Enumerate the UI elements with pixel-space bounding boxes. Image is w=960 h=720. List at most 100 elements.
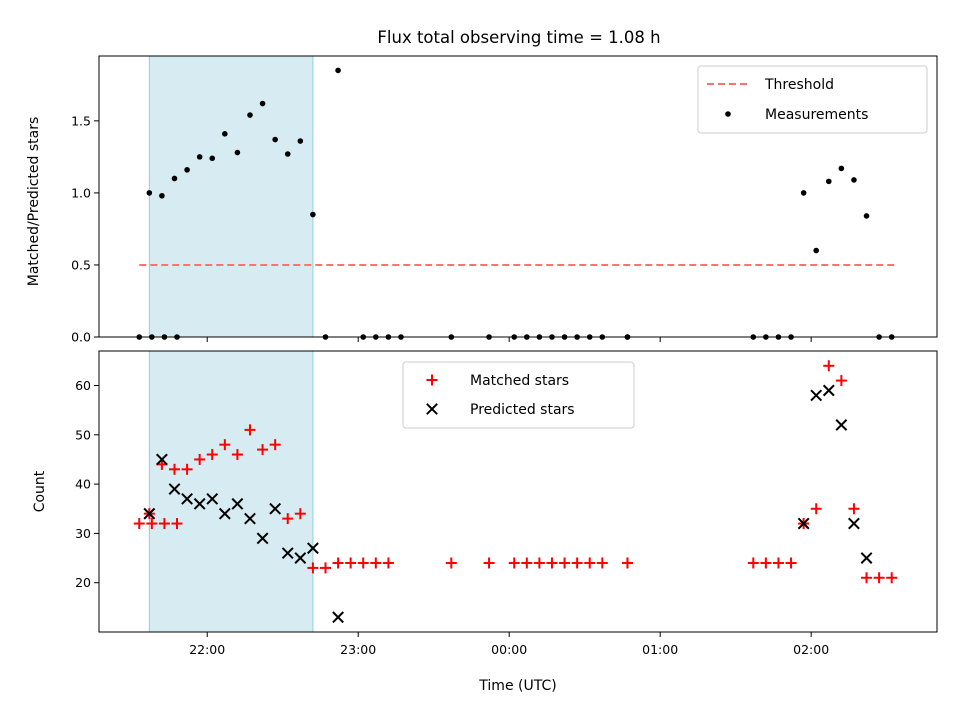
count-y-tick-label: 30 (75, 526, 91, 541)
predicted-star-point (218, 507, 231, 520)
predicted-star-point (848, 517, 860, 530)
count-panel-frame (98, 350, 938, 633)
matched-star-point (596, 557, 608, 569)
measurement-point (146, 190, 153, 196)
legend-predicted-swatch (426, 403, 438, 415)
measurement-point (825, 178, 832, 185)
x-tick-label: 22:00 (189, 642, 225, 657)
matched-star-point (559, 557, 571, 569)
matched-star-point (168, 463, 180, 475)
predicted-star-point (306, 542, 319, 555)
x-tick-label: 23:00 (340, 642, 376, 657)
measurement-point (209, 155, 216, 162)
ratio-y-tick-label: 1.0 (71, 185, 91, 200)
matched-star-point (257, 444, 269, 456)
matched-star-point (269, 439, 281, 451)
cross-stroke (822, 384, 835, 397)
predicted-star-point (294, 552, 307, 564)
ratio-y-ticks: 0.0 0.5 1.0 1.5 (71, 113, 99, 345)
matched-star-point (861, 572, 873, 584)
predicted-star-point (810, 389, 823, 402)
predicted-star-point (193, 497, 206, 510)
cross-stroke (193, 497, 206, 510)
predicted-star-point (822, 384, 835, 397)
predicted-star-point (168, 483, 181, 495)
matched-star-point (181, 463, 193, 475)
predicted-star-point (269, 502, 282, 515)
matched-star-point (231, 449, 243, 461)
cross-stroke (218, 507, 231, 520)
count-y-tick-label: 50 (75, 427, 91, 442)
legend-matched-label: Matched stars (470, 373, 569, 389)
matched-star-point (584, 557, 596, 569)
cross-stroke (181, 492, 193, 505)
measurement-point (247, 112, 253, 118)
matched-star-point (533, 557, 545, 569)
count-legend: Matched stars Predicted stars (402, 361, 635, 429)
matched-star-point (521, 557, 533, 569)
cross-stroke (244, 512, 256, 525)
predicted-star-point (281, 547, 294, 560)
cross-stroke (256, 532, 269, 545)
count-panel: 20 30 40 50 60 22:00 23:00 00:00 01:00 02:00 Cou… (32, 350, 938, 694)
matched-star-point (873, 572, 885, 584)
predicted-star-point (332, 611, 344, 624)
matched-star-point (747, 557, 759, 569)
x-tick-label: 00:00 (491, 642, 527, 657)
cross-stroke (797, 517, 810, 530)
matched-star-point (206, 449, 218, 461)
measurement-point (335, 67, 341, 74)
measurement-point (863, 213, 870, 219)
matched-star-point (772, 557, 784, 569)
cross-stroke (860, 552, 873, 564)
matched-star-point (158, 518, 170, 530)
legend-measurements-label: Measurements (765, 107, 868, 123)
ratio-y-axis-label: Matched/Predicted stars (26, 117, 42, 287)
ratio-panel-frame (98, 55, 938, 338)
matched-star-point (785, 557, 797, 569)
cross-stroke (143, 507, 156, 520)
cross-stroke (835, 419, 848, 431)
predicted-star-point (206, 492, 219, 505)
count-y-tick-label: 60 (75, 378, 91, 393)
x-tick-label: 01:00 (642, 642, 678, 657)
ratio-y-tick-label: 0.0 (71, 330, 91, 345)
matched-star-point (307, 562, 319, 574)
predicted-star-point (181, 492, 193, 505)
matched-star-point (146, 518, 158, 530)
cross-stroke (269, 502, 282, 515)
matched-star-point (760, 557, 772, 569)
matched-star-point (133, 518, 145, 530)
predicted-star-point (797, 517, 810, 530)
measurement-point (171, 175, 178, 182)
predicted-star-point (244, 512, 256, 525)
x-axis-label: Time (UTC) (478, 678, 556, 694)
measurement-point (222, 131, 228, 137)
cross-stroke (281, 547, 294, 560)
ratio-x-ticks (206, 337, 812, 342)
matched-star-point (219, 439, 231, 451)
cross-stroke (156, 453, 168, 466)
measurement-point (159, 192, 165, 199)
matched-star-point (194, 453, 206, 465)
matched-stars-points (133, 360, 898, 584)
matched-star-point (886, 572, 898, 584)
cross-stroke (294, 552, 307, 564)
cross-stroke (810, 389, 823, 402)
matched-star-point (244, 424, 256, 436)
predicted-star-point (860, 552, 873, 564)
predicted-star-point (256, 532, 269, 545)
ratio-y-tick-label: 0.5 (71, 257, 91, 272)
matched-star-point (382, 557, 394, 569)
cross-stroke (426, 403, 438, 415)
matched-star-point (835, 375, 847, 387)
cross-stroke (168, 483, 181, 495)
matched-star-point (171, 518, 183, 530)
predicted-star-point (835, 419, 848, 431)
matched-star-point (810, 503, 822, 515)
legend-matched-marker (426, 374, 438, 386)
matched-star-point (319, 562, 331, 574)
cross-stroke (206, 492, 219, 505)
matched-star-point (483, 557, 495, 569)
